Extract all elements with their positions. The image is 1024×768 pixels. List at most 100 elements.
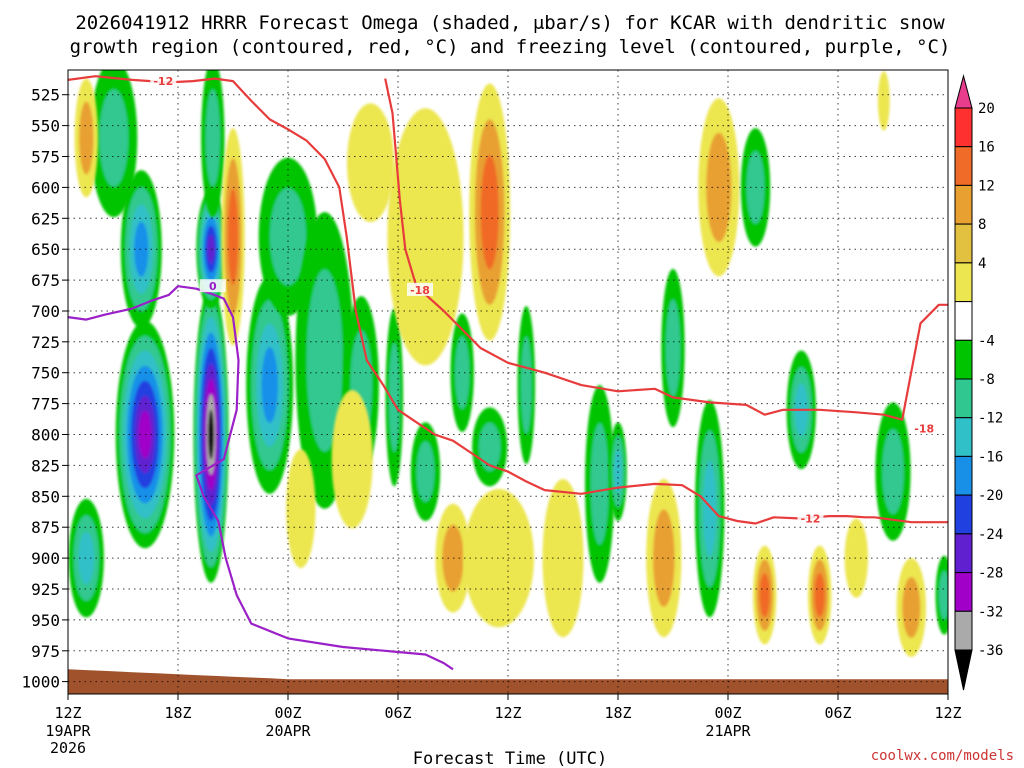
omega-cell-22 — [463, 488, 534, 628]
y-tick-label-5: 650 — [31, 240, 60, 259]
omega-contour-2-1 — [99, 89, 129, 187]
colorbar-box-8 — [954, 417, 973, 457]
omega-contour-33-2 — [759, 573, 770, 618]
omega-cell-6 — [221, 128, 245, 346]
colorbar-box-12 — [954, 572, 973, 612]
y-tick-label-11: 800 — [31, 426, 60, 445]
colorbar-box-0 — [954, 107, 973, 148]
y-tick-label-2: 575 — [31, 148, 60, 167]
chart-title-line-1: 2026041912 HRRR Forecast Omega (shaded, … — [75, 12, 945, 34]
y-tick-label-13: 850 — [31, 487, 60, 506]
colorbar-top-arrow — [954, 74, 973, 109]
omega-cell-38 — [896, 558, 926, 657]
omega-cell-16 — [385, 308, 404, 487]
colorbar-label-12: -32 — [978, 604, 1003, 620]
omega-cell-1 — [120, 170, 162, 329]
y-axis-ticks: 525 550 575 600 625 650 675 700 725 750 775 800 825 8… — [21, 86, 68, 692]
colorbar-label-2: 12 — [978, 178, 995, 194]
contour-label-dgz-minus18-1: -18 — [914, 422, 934, 435]
omega-contour-24-1 — [520, 336, 532, 434]
colorbar-label-3: 8 — [978, 217, 986, 233]
x-tick-sublabel-2-0: 20APR — [265, 722, 311, 740]
omega-contour-10-1 — [269, 188, 307, 286]
omega-cell-23 — [472, 407, 508, 487]
omega-contour-9-3 — [261, 347, 278, 423]
omega-cell-7 — [68, 498, 104, 618]
omega-cell-18 — [410, 422, 441, 521]
colorbar-box-9 — [954, 455, 973, 496]
omega-cell-29 — [661, 268, 685, 428]
colorbar-label-5: -4 — [978, 333, 995, 349]
colorbar-box-10 — [954, 494, 973, 535]
x-tick-sublabel-0-1: 2026 — [50, 739, 86, 757]
omega-cell-40 — [877, 71, 890, 131]
x-tick-label-0: 12Z — [54, 704, 81, 722]
omega-cell-28 — [646, 478, 682, 638]
x-tick-label-5: 18Z — [604, 704, 631, 722]
x-tick-label-8: 12Z — [934, 704, 961, 722]
omega-cell-14 — [331, 390, 373, 529]
contour-label-bg-dgz-minus18-0 — [407, 282, 433, 296]
omega-contour-11-1 — [306, 269, 343, 452]
omega-cell-15 — [347, 103, 394, 222]
temperature-contours: -12 -12 -18 -18 0 — [68, 74, 948, 671]
omega-cell-37 — [875, 402, 911, 541]
y-tick-label-14: 875 — [31, 518, 60, 537]
contour-label-bg-dgz-minus18-1 — [911, 421, 938, 435]
omega-cell-35 — [808, 545, 832, 645]
contour-label-bg-dgz-minus12-1 — [797, 511, 824, 525]
colorbar-box-3 — [954, 223, 973, 264]
colorbar-label-8: -16 — [978, 449, 1003, 465]
y-tick-label-19: 1000 — [21, 673, 60, 692]
omega-cell-30 — [695, 400, 725, 618]
omega-cell-2 — [90, 70, 138, 218]
y-tick-label-4: 625 — [31, 209, 60, 228]
omega-cell-19 — [450, 313, 474, 433]
omega-contour-1-3 — [134, 221, 149, 277]
omega-cell-20 — [469, 83, 511, 341]
y-tick-label-10: 775 — [31, 395, 60, 414]
contour-dgz-minus12 — [68, 75, 948, 525]
credit-text: coolwx.com/models — [871, 748, 1014, 764]
x-tick-sublabel-0-0: 19APR — [45, 722, 91, 740]
omega-contour-36-0 — [844, 518, 868, 598]
omega-cell-24 — [517, 306, 536, 465]
y-tick-label-7: 700 — [31, 302, 60, 321]
omega-contour-16-1 — [388, 342, 400, 453]
omega-contour-14-0 — [331, 390, 373, 529]
y-tick-label-3: 600 — [31, 178, 60, 197]
x-tick-label-1: 18Z — [164, 704, 191, 722]
colorbar-label-10: -24 — [978, 527, 1003, 543]
omega-cell-5 — [201, 70, 225, 218]
omega-contour-18-1 — [416, 441, 435, 502]
chart-title-line-2: growth region (contoured, red, °C) and f… — [70, 36, 951, 58]
colorbar-box-11 — [954, 533, 973, 574]
colorbar-box-5 — [954, 301, 973, 341]
omega-contour-22-0 — [463, 488, 534, 628]
colorbar-label-9: -20 — [978, 488, 1003, 504]
omega-contour-37-1 — [882, 429, 904, 515]
colorbar: 20 16 12 8 4 -4 -8 -12 -16 -20 -24 -28 -32 -36 — [954, 74, 1003, 691]
omega-contour-17-0 — [387, 108, 464, 366]
colorbar-label-4: 4 — [978, 256, 986, 272]
contour-label-dgz-minus12-1: -12 — [801, 513, 821, 526]
omega-contour-15-0 — [347, 103, 394, 222]
colorbar-label-0: 20 — [978, 101, 995, 117]
colorbar-box-6 — [954, 339, 973, 380]
omega-cell-13 — [286, 449, 316, 568]
x-tick-label-2: 00Z — [274, 704, 301, 722]
contour-label-dgz-minus18-0: -18 — [410, 284, 430, 297]
omega-contour-31-1 — [706, 132, 732, 243]
y-tick-label-8: 725 — [31, 333, 60, 352]
omega-contour-39-1 — [938, 570, 948, 620]
y-tick-label-9: 750 — [31, 364, 60, 383]
colorbar-box-7 — [954, 378, 973, 419]
contour-dgz-minus18 — [384, 78, 948, 421]
grid-lines — [68, 70, 948, 694]
colorbar-box-13 — [954, 610, 973, 651]
y-tick-label-16: 925 — [31, 580, 60, 599]
omega-contour-23-1 — [478, 422, 501, 472]
omega-cell-33 — [753, 545, 777, 645]
contour-label-bg-freezing-level-0 — [199, 279, 226, 293]
